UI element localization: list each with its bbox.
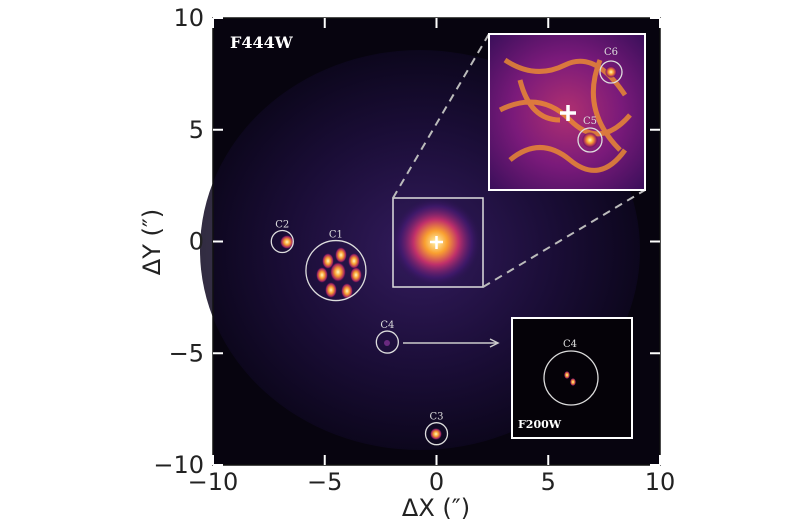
c4-source [384,340,390,346]
center-cross [430,236,443,249]
x-tick-label: 5 [541,468,556,496]
y-axis-label: ΔY (″) [138,209,166,275]
inset-label: C5 [583,116,597,127]
source-circle [270,229,294,254]
source-label: C2 [275,220,289,231]
c3-source [430,428,442,440]
arrow-head [489,338,500,348]
inset-band-label: F200W [518,418,562,431]
image-panel: F444W C6 C5 C4 F200W [200,17,661,466]
y-tick-label: 5 [189,116,204,144]
band-label: F444W [230,33,294,52]
inset-label: C4 [563,339,577,350]
x-axis-label: ΔX (″) [402,494,470,522]
source-circle [375,330,399,354]
x-tick-label: −5 [307,468,342,496]
inset-label: C6 [604,47,618,58]
source-label: C4 [380,320,394,331]
zoom-line [482,189,646,288]
source-label: C3 [429,412,443,423]
inset-top: C6 C5 [488,33,646,191]
y-tick-label: −10 [153,451,204,479]
inset-bottom: C4 F200W [511,317,633,439]
zoom-line [392,33,490,199]
source-circle [305,239,367,302]
y-tick-label: 0 [189,228,204,256]
c1-images [316,247,362,299]
c2-source [280,235,294,249]
x-tick-label: −10 [188,468,239,496]
zoom-box [392,197,484,288]
y-tick-label: 10 [173,4,204,32]
source-circle [424,422,449,446]
x-tick-label: 0 [429,468,444,496]
y-tick-label: −5 [169,339,204,367]
source-label: C1 [329,230,343,241]
x-tick-label: 10 [645,468,676,496]
